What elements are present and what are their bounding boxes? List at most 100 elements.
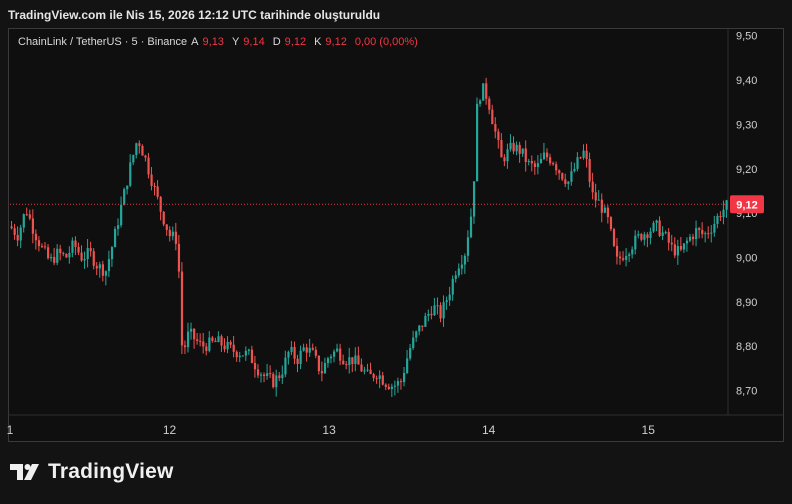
candle-body (135, 143, 138, 156)
candle-body (421, 325, 424, 327)
x-tick-label: 13 (322, 423, 336, 437)
candle-body (59, 248, 62, 253)
chart-panel[interactable] (8, 28, 784, 442)
candle-body (98, 264, 101, 269)
candle-body (615, 245, 619, 257)
candle-body (311, 347, 314, 350)
candle-body (460, 264, 463, 269)
candle-body (637, 234, 640, 236)
candle-body (472, 181, 476, 217)
candle-body (28, 214, 31, 219)
candle-body (232, 344, 235, 352)
candle-body (174, 231, 178, 244)
candle-body (384, 384, 387, 387)
candle-body (545, 152, 549, 158)
candle-body (95, 265, 98, 269)
candle-body (223, 345, 226, 350)
candle-body (679, 246, 683, 250)
candle-body (165, 224, 168, 230)
x-tick-label: 14 (482, 423, 496, 437)
candle-body (710, 232, 713, 234)
candle-body (329, 356, 333, 359)
candle-body (695, 228, 698, 240)
candle-body (561, 173, 564, 180)
candle-body (631, 249, 634, 255)
candle-body (342, 360, 345, 365)
candle-body (685, 240, 689, 244)
y-tick-label: 8,80 (736, 341, 757, 353)
candle-body (433, 305, 436, 316)
candle-body (34, 233, 38, 241)
candle-body (241, 355, 244, 357)
candle-body (387, 386, 390, 390)
last-price-badge (730, 195, 764, 214)
candle-body (25, 214, 28, 216)
candle-body (305, 347, 308, 353)
candle-body (259, 374, 263, 376)
candle-body (673, 244, 676, 256)
candle-body (588, 159, 591, 182)
candle-body (466, 237, 470, 256)
candle-body (199, 340, 202, 342)
low-label: D (272, 36, 281, 48)
candle-body (363, 370, 366, 372)
candle-body (272, 374, 275, 388)
candle-body (156, 186, 159, 197)
candle-body (211, 337, 214, 341)
candle-body (193, 328, 196, 340)
candle-body (430, 313, 433, 316)
candle-body (253, 363, 257, 370)
candle-body (707, 233, 710, 235)
candle-body (445, 300, 448, 303)
candle-body (600, 199, 603, 213)
candle-body (62, 252, 65, 255)
candle-body (579, 157, 582, 159)
candle-body (107, 259, 111, 272)
candle-body (250, 349, 254, 364)
candle-body (168, 229, 171, 237)
candle-body (491, 109, 494, 125)
candle-body (576, 157, 579, 169)
candle-body (336, 348, 339, 352)
y-tick-label: 9,20 (736, 164, 757, 176)
symbol-label[interactable]: ChainLink / TetherUS · 5 · Binance (18, 36, 188, 48)
open-value: 9,13 (202, 36, 224, 48)
candle-body (177, 243, 181, 272)
candle-body (497, 131, 500, 140)
candle-body (369, 369, 372, 375)
candle-body (208, 337, 211, 351)
candle-body (719, 215, 722, 218)
candle-body (415, 331, 418, 338)
candle-body (655, 220, 658, 223)
candle-body (202, 341, 205, 347)
candle-body (126, 185, 129, 190)
candle-body (180, 271, 184, 346)
candle-body (476, 103, 479, 182)
candle-body (643, 234, 646, 240)
candle-body (692, 236, 695, 240)
tradingview-logo[interactable]: TradingView (10, 460, 174, 484)
candle-body (646, 234, 649, 238)
candle-body (463, 255, 467, 265)
candle-body (567, 181, 570, 184)
candle-body (293, 346, 296, 359)
candle-body (153, 185, 156, 187)
candle-body (713, 223, 716, 233)
candle-body (667, 232, 670, 243)
candle-body (570, 171, 573, 182)
chart-caption: TradingView.com ile Nis 15, 2026 12:12 U… (8, 8, 381, 22)
candle-body (539, 158, 543, 164)
tradingview-brand: TradingView (48, 460, 174, 483)
candle-body (141, 145, 144, 156)
candle-body (308, 347, 311, 353)
close-label: K (314, 36, 322, 48)
candle-body (664, 232, 667, 234)
x-tick-label: 15 (642, 423, 656, 437)
candle-body (603, 207, 606, 213)
candle-body (31, 218, 35, 234)
candle-body (71, 240, 74, 253)
candle-body (217, 336, 220, 342)
candle-body (238, 355, 241, 358)
candle-body (43, 246, 47, 248)
